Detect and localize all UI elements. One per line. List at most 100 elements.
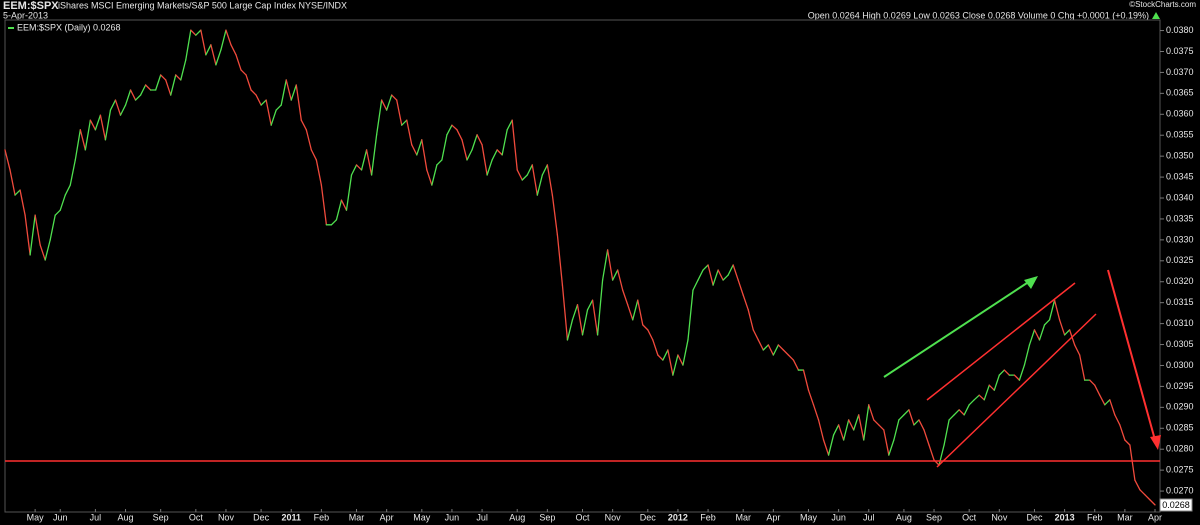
price-segment (235, 54, 242, 71)
price-segment (576, 304, 584, 336)
x-tick-label: May (27, 512, 45, 522)
y-tick-label: 0.0370 (1166, 67, 1194, 77)
price-segment (767, 344, 774, 356)
price-segment (571, 304, 579, 321)
price-segment (89, 119, 97, 131)
price-segment (185, 29, 192, 61)
price-segment (240, 69, 247, 76)
price-segment (712, 269, 719, 286)
price-segment (486, 159, 493, 176)
price-segment (541, 164, 549, 176)
price-segment (19, 189, 26, 216)
price-segment (305, 129, 312, 151)
green-arrow-head (1024, 276, 1038, 289)
y-tick-label: 0.0335 (1166, 213, 1194, 223)
price-segment (827, 434, 835, 456)
price-segment (109, 99, 117, 111)
price-segment (1058, 319, 1066, 336)
price-segment (822, 439, 830, 456)
price-segment (114, 99, 122, 116)
x-tick-label: 2011 (281, 512, 301, 522)
price-segment (119, 104, 127, 116)
price-segment (903, 409, 910, 416)
y-tick-label: 0.0365 (1166, 88, 1194, 98)
symbol: EEM:$SPX (3, 0, 59, 12)
x-tick-label: Jun (53, 512, 68, 522)
price-segment (506, 119, 513, 131)
price-segment (4, 149, 11, 171)
price-segment (1114, 414, 1121, 426)
price-segment (210, 44, 217, 66)
price-segment (662, 349, 669, 361)
price-segment (220, 29, 227, 51)
price-segment (456, 129, 463, 141)
price-segment (501, 129, 508, 156)
price-segment (245, 74, 252, 91)
price-segment (416, 139, 423, 156)
price-segment (642, 324, 649, 331)
price-segment (868, 404, 875, 421)
price-segment (124, 89, 132, 106)
y-tick-label: 0.0340 (1166, 192, 1194, 202)
price-segment (49, 214, 56, 241)
price-segment (752, 329, 759, 341)
price-segment (34, 214, 41, 246)
x-tick-label: Apr (380, 512, 394, 522)
price-segment (370, 134, 378, 176)
price-segment (421, 139, 428, 171)
price-segment (300, 119, 307, 131)
price-segment (923, 429, 930, 446)
price-segment (913, 419, 920, 426)
x-tick-label: Dec (640, 512, 657, 522)
price-segment (1099, 394, 1106, 406)
y-tick-label: 0.0330 (1166, 234, 1194, 244)
price-segment (687, 289, 694, 341)
x-tick-label: Feb (700, 512, 716, 522)
price-segment (893, 419, 900, 441)
x-tick-label: Dec (253, 512, 270, 522)
price-segment (1119, 424, 1126, 441)
price-segment (531, 164, 538, 196)
x-tick-label: Sep (539, 512, 555, 522)
price-segment (491, 149, 498, 161)
price-segment (360, 149, 368, 171)
price-segment (230, 44, 237, 56)
price-segment (466, 149, 473, 161)
price-segment (59, 194, 66, 211)
price-segment (918, 419, 925, 431)
price-segment (792, 359, 800, 371)
price-segment (134, 94, 142, 101)
price-segment (812, 404, 820, 421)
price-segment (255, 94, 262, 106)
price-segment (586, 299, 594, 311)
y-tick-label: 0.0360 (1166, 109, 1194, 119)
price-segment (476, 134, 483, 146)
price-segment (401, 119, 408, 126)
last-value: 0.0268 (1162, 500, 1190, 510)
price-segment (928, 444, 935, 461)
price-segment (200, 29, 207, 56)
price-segment (1149, 499, 1156, 506)
y-tick-label: 0.0325 (1166, 255, 1194, 265)
green-arrow (883, 280, 1031, 378)
price-segment (1033, 329, 1041, 341)
x-tick-label: Oct (189, 512, 204, 522)
price-segment (9, 169, 16, 196)
price-segment (898, 414, 905, 421)
price-segment (561, 284, 569, 341)
y-tick-label: 0.0350 (1166, 151, 1194, 161)
price-segment (406, 119, 413, 146)
x-tick-label: Sep (926, 512, 942, 522)
price-segment (657, 354, 664, 361)
price-segment (1139, 489, 1146, 496)
price-segment (411, 144, 418, 156)
price-segment (632, 299, 639, 321)
x-tick-label: 2013 (1055, 512, 1075, 522)
price-segment (1134, 479, 1141, 491)
price-segment (727, 264, 734, 276)
price-segment (697, 269, 704, 281)
price-segment (963, 404, 970, 416)
price-segment (772, 344, 780, 356)
